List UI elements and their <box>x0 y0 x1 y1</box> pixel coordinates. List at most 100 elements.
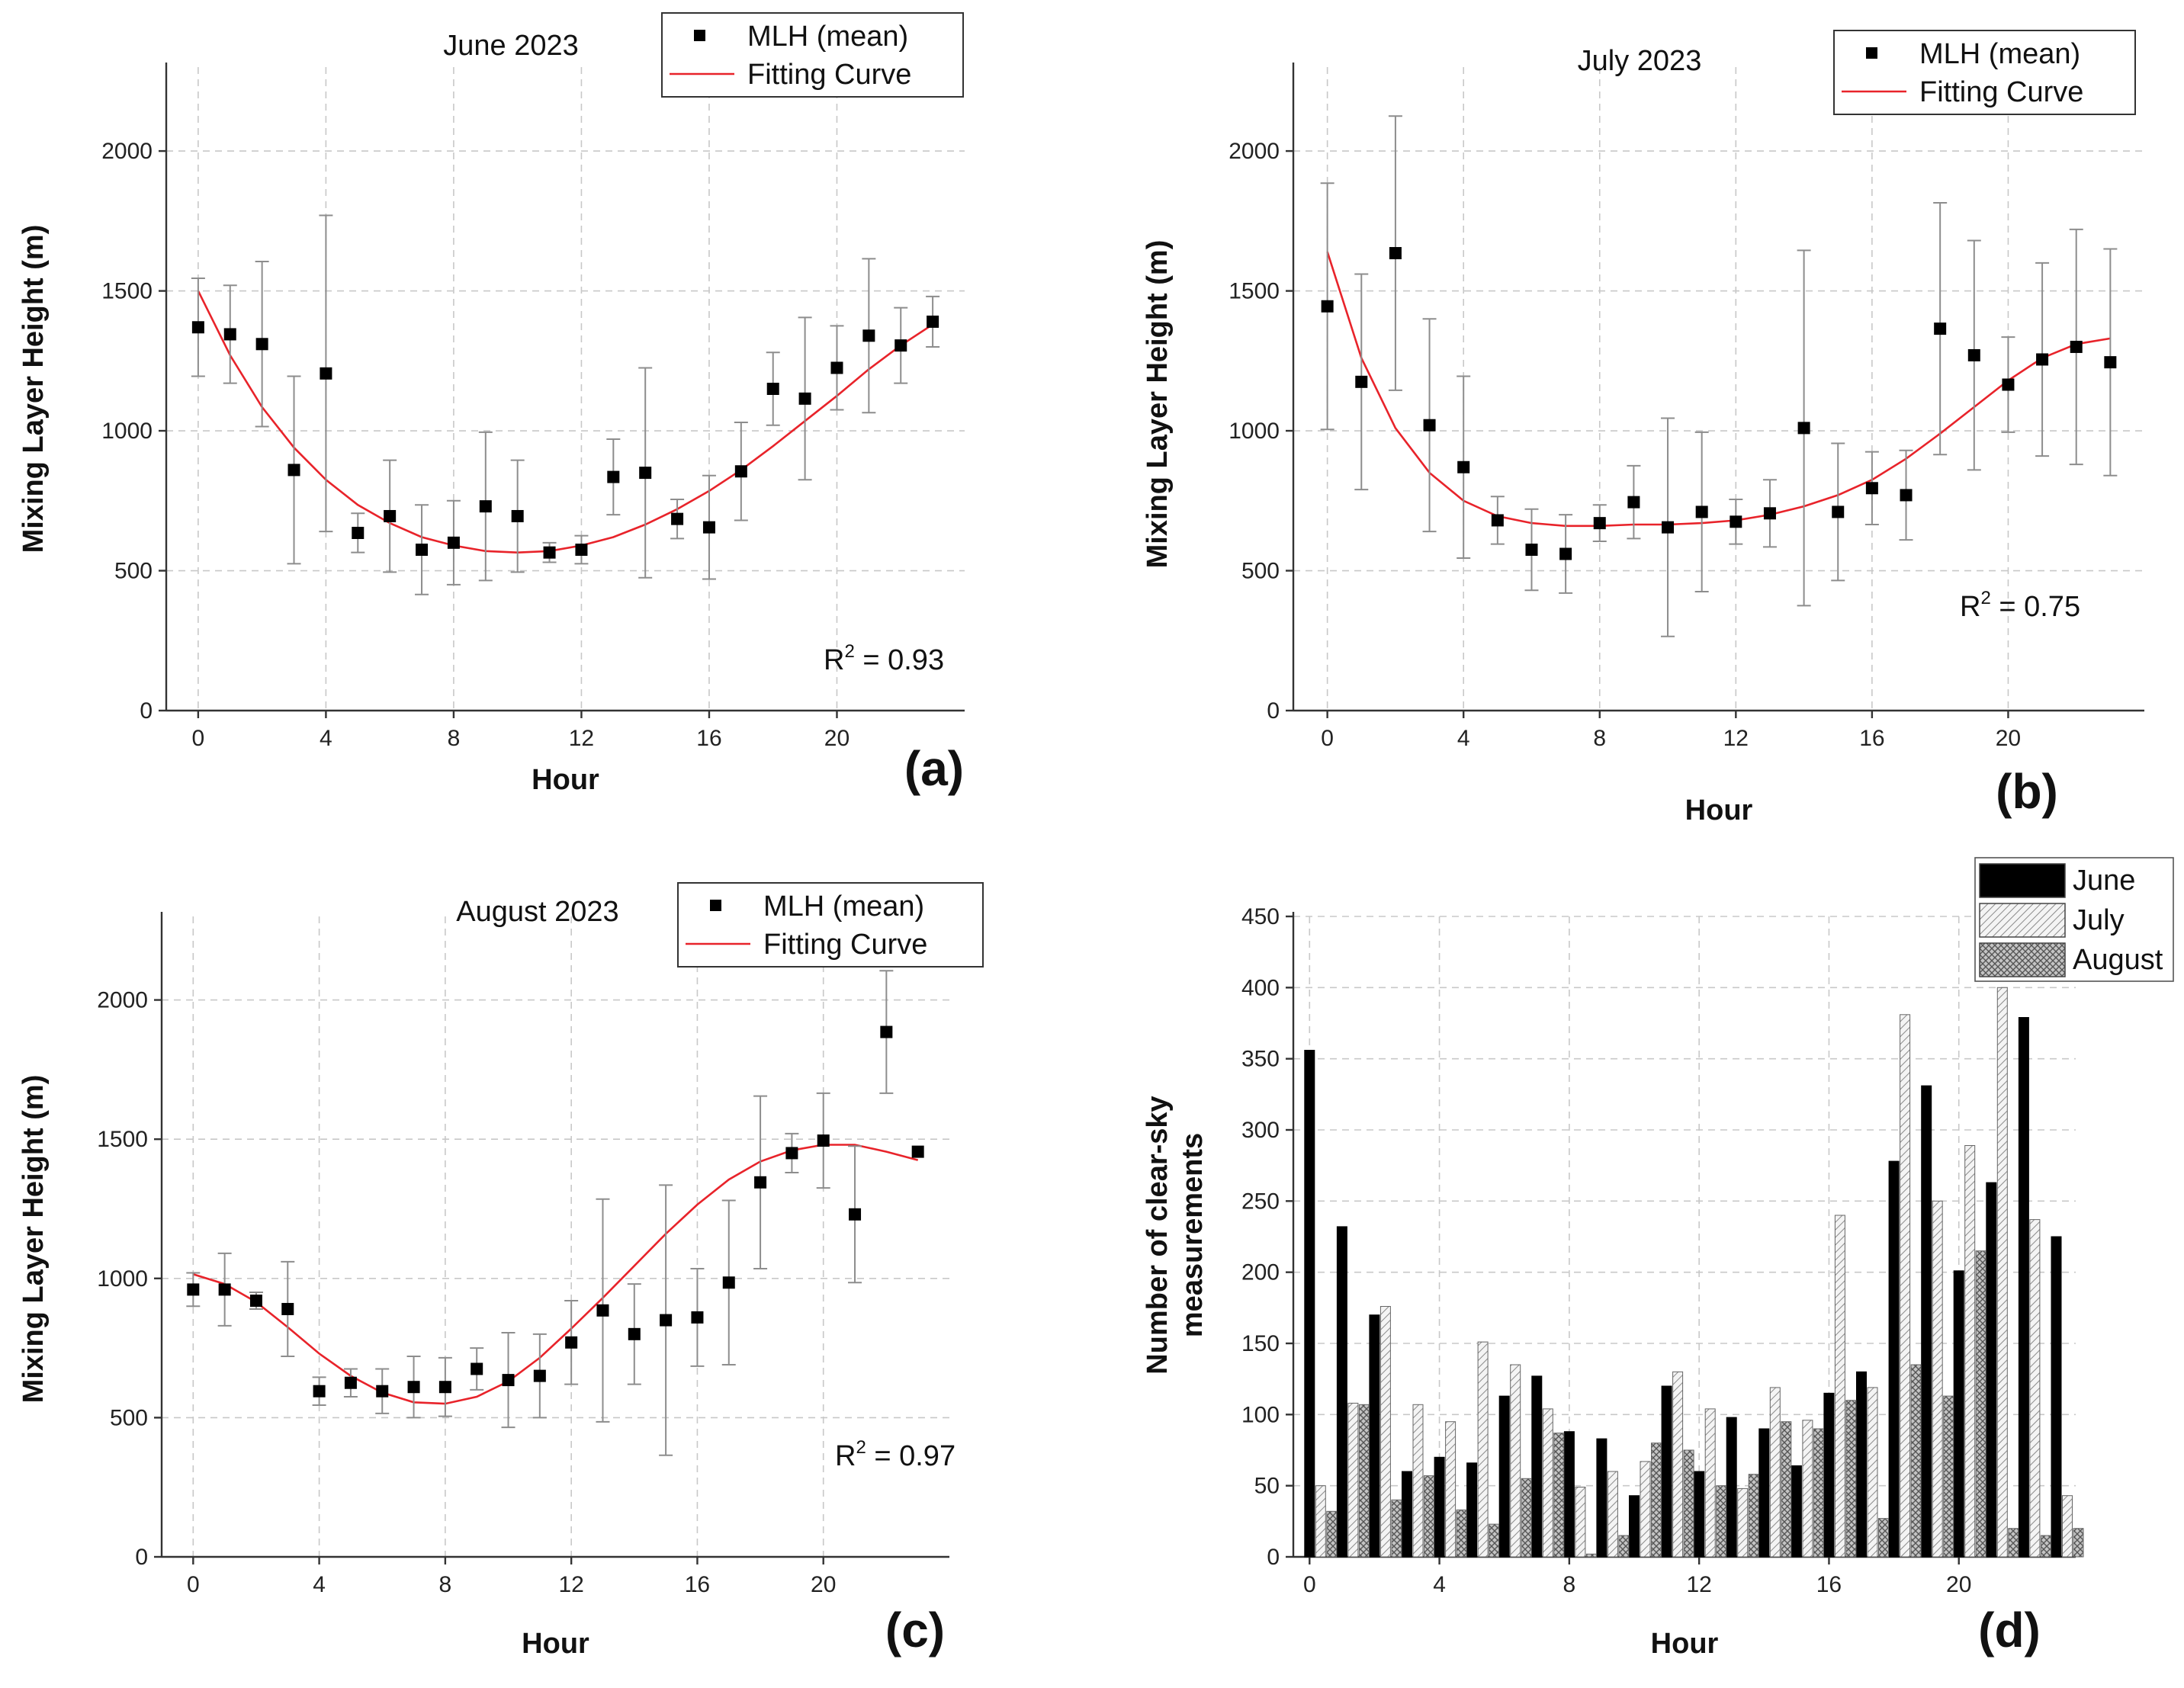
bar-august <box>1716 1485 1727 1558</box>
y-tick-label: 0 <box>135 1545 148 1570</box>
r-squared-annotation: R2 = 0.97 <box>835 1437 956 1472</box>
bar-june <box>1758 1428 1770 1558</box>
y-tick-label: 1000 <box>101 419 153 444</box>
y-tick-label: 1000 <box>97 1266 148 1292</box>
y-tick-label: 250 <box>1241 1189 1280 1214</box>
bar-july <box>1412 1404 1424 1558</box>
legend-marker-points <box>1866 47 1877 59</box>
x-tick-label: 8 <box>448 726 461 751</box>
r-squared-value: = 0.97 <box>866 1440 956 1472</box>
r-squared-superscript: 2 <box>1980 588 1990 608</box>
bar-june <box>1888 1160 1900 1558</box>
r-squared-symbol: R <box>1960 591 1980 623</box>
data-point <box>830 361 843 374</box>
panel-label: (b) <box>1996 764 2058 819</box>
data-point <box>543 546 556 559</box>
x-tick-label: 8 <box>439 1572 452 1597</box>
data-point <box>894 339 907 352</box>
data-point <box>479 500 492 513</box>
legend-swatch-july <box>1979 903 2066 938</box>
bar-august <box>2073 1528 2084 1558</box>
data-point <box>766 383 779 395</box>
data-point <box>671 512 684 525</box>
x-tick-label: 20 <box>1996 726 2021 751</box>
bar-july <box>2062 1495 2073 1558</box>
data-point <box>511 509 524 522</box>
data-point <box>2104 356 2117 369</box>
bar-august <box>1878 1518 1889 1558</box>
legend-label-curve: Fitting Curve <box>747 59 911 91</box>
chart-panel-b: 0 500 1000 1500 2000 0 4 8 12 16 20 Hour Mixing Laye… <box>1142 30 2144 826</box>
data-point <box>1967 348 1980 361</box>
bar-july <box>1737 1487 1749 1558</box>
bar-august <box>1424 1475 1434 1558</box>
data-point <box>1900 489 1913 502</box>
bar-july <box>1704 1408 1716 1558</box>
data-point <box>880 1025 893 1038</box>
bar-august <box>1943 1395 1954 1558</box>
data-point <box>628 1327 641 1340</box>
bar-august <box>1553 1433 1565 1558</box>
x-tick-label: 16 <box>685 1572 710 1597</box>
data-point <box>447 536 460 549</box>
x-tick-label: 20 <box>1946 1572 1971 1597</box>
r-squared-symbol: R <box>824 644 844 676</box>
bar-june <box>1661 1385 1672 1558</box>
data-point <box>2036 353 2049 366</box>
x-tick-label: 8 <box>1593 726 1606 751</box>
bar-june <box>1304 1050 1315 1558</box>
data-point <box>596 1304 609 1317</box>
legend-swatch-august <box>1979 942 2066 977</box>
bar-july <box>1315 1485 1326 1558</box>
data-point <box>607 470 620 483</box>
panel-label: (c) <box>885 1603 945 1658</box>
legend-swatch-june <box>1979 863 2066 898</box>
legend-label-points: MLH (mean) <box>1919 38 2080 70</box>
bar-august <box>1618 1535 1630 1558</box>
bar-july <box>1769 1387 1781 1558</box>
r-squared-value: = 0.75 <box>1991 591 2080 623</box>
data-point <box>218 1283 231 1296</box>
bar-june <box>1726 1417 1737 1558</box>
bar-july <box>1640 1461 1651 1558</box>
chart-title: August 2023 <box>456 896 618 928</box>
y-axis-label-line: measurements <box>1177 1133 1209 1337</box>
data-point <box>1457 461 1470 473</box>
bar-august <box>1781 1421 1792 1558</box>
y-tick-label: 2000 <box>97 988 148 1013</box>
legend-label-august: August <box>2073 944 2163 976</box>
bar-june <box>1434 1456 1445 1558</box>
data-point <box>754 1176 767 1189</box>
data-point <box>352 526 365 539</box>
bar-june <box>1629 1495 1640 1558</box>
fitting-curve-line <box>192 1144 919 1405</box>
y-tick-label: 500 <box>110 1405 148 1430</box>
data-point <box>1525 544 1538 556</box>
y-tick-label: 1500 <box>101 279 153 304</box>
bar-august <box>1585 1553 1597 1558</box>
data-point <box>702 521 715 534</box>
bar-august <box>1683 1449 1694 1558</box>
x-axis-label: Hour <box>1651 1628 1719 1660</box>
data-point <box>344 1376 357 1389</box>
bar-june <box>1596 1438 1607 1558</box>
bar-july <box>1834 1215 1845 1558</box>
legend-label-curve: Fitting Curve <box>1919 76 2083 108</box>
data-point <box>1559 547 1572 560</box>
bar-june <box>1563 1431 1575 1558</box>
bar-june <box>1498 1395 1510 1558</box>
x-tick-label: 12 <box>1723 726 1749 751</box>
y-tick-label: 350 <box>1241 1047 1280 1072</box>
x-axis-label: Hour <box>522 1628 589 1660</box>
legend-box <box>661 12 964 98</box>
y-axis-label: Mixing Layer Height (m) <box>1142 240 1174 569</box>
bar-june <box>1466 1462 1478 1558</box>
chart-panel-a: 0 500 1000 1500 2000 0 4 8 12 16 20 Hour Mixing Laye… <box>18 12 965 796</box>
x-tick-label: 16 <box>696 726 721 751</box>
bar-august <box>1391 1499 1402 1558</box>
y-tick-label: 500 <box>1241 559 1280 584</box>
x-tick-label: 4 <box>313 1572 326 1597</box>
x-tick-label: 4 <box>1433 1572 1446 1597</box>
data-point <box>1389 247 1402 260</box>
data-point <box>249 1295 262 1307</box>
